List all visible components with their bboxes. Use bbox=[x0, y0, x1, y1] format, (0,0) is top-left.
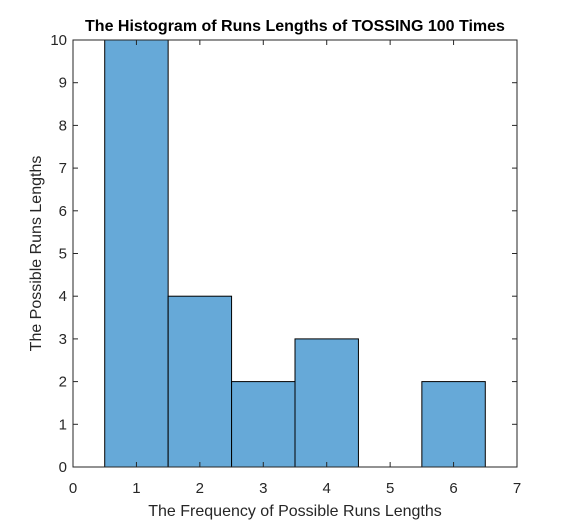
x-tick-label-1: 1 bbox=[132, 480, 140, 497]
bars-group bbox=[104, 39, 486, 468]
x-tick-label-4: 4 bbox=[323, 480, 331, 497]
y-tick-label-10: 10 bbox=[50, 32, 67, 49]
x-tick-label-3: 3 bbox=[259, 480, 267, 497]
y-axis-label: The Possible Runs Lengths bbox=[28, 156, 45, 352]
x-tick-label-6: 6 bbox=[449, 480, 457, 497]
histogram-bar-6 bbox=[421, 381, 486, 468]
y-tick-label-4: 4 bbox=[59, 288, 67, 305]
y-tick-label-7: 7 bbox=[59, 160, 67, 177]
x-axis-label: The Frequency of Possible Runs Lengths bbox=[148, 503, 442, 520]
histogram-bar-3 bbox=[231, 381, 296, 468]
histogram-bar-1 bbox=[104, 39, 169, 468]
y-axis-ticks: 0 1 2 3 4 5 6 7 8 9 10 bbox=[50, 32, 517, 476]
y-tick-label-5: 5 bbox=[59, 246, 67, 263]
y-tick-label-8: 8 bbox=[59, 117, 67, 134]
y-tick-label-2: 2 bbox=[59, 374, 67, 391]
y-tick-label-0: 0 bbox=[59, 459, 67, 476]
y-tick-label-6: 6 bbox=[59, 203, 67, 220]
x-tick-label-5: 5 bbox=[386, 480, 394, 497]
x-tick-label-7: 7 bbox=[513, 480, 521, 497]
x-axis-ticks: 0 1 2 3 4 5 6 7 bbox=[69, 40, 521, 497]
histogram-bar-2 bbox=[167, 295, 233, 468]
y-tick-label-3: 3 bbox=[59, 331, 67, 348]
chart-title: The Histogram of Runs Lengths of TOSSING… bbox=[85, 18, 505, 35]
x-tick-label-0: 0 bbox=[69, 480, 77, 497]
x-tick-label-2: 2 bbox=[196, 480, 204, 497]
histogram-bar-4 bbox=[294, 338, 359, 468]
y-tick-label-1: 1 bbox=[59, 416, 67, 433]
y-tick-label-9: 9 bbox=[59, 75, 67, 92]
